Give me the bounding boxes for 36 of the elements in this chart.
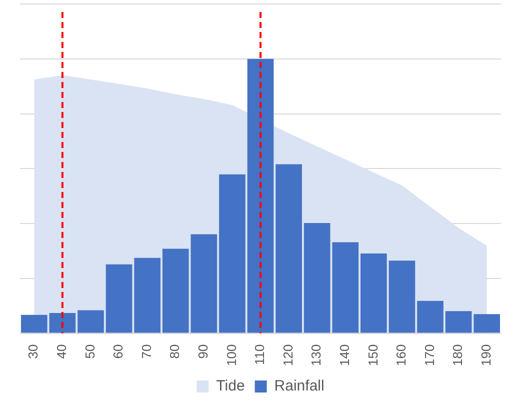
x-tick-label: 100 xyxy=(224,344,239,366)
bar xyxy=(417,300,444,333)
bar xyxy=(360,253,387,333)
x-tick-label: 30 xyxy=(26,344,41,359)
bar xyxy=(20,314,48,333)
bar xyxy=(49,313,76,333)
x-tick-label: 110 xyxy=(252,344,268,366)
x-tick-label: 40 xyxy=(54,344,70,359)
bar xyxy=(388,260,416,333)
bar xyxy=(106,264,132,333)
bar xyxy=(276,164,302,333)
x-tick-label: 90 xyxy=(195,344,210,359)
x-tick-label: 150 xyxy=(365,344,380,366)
bar xyxy=(134,258,160,333)
x-tick-label: 70 xyxy=(138,344,154,359)
bar xyxy=(332,242,359,333)
x-tick-label: 50 xyxy=(82,344,98,359)
bar xyxy=(445,311,472,333)
x-tick-label: 180 xyxy=(450,344,466,366)
x-tick-label: 170 xyxy=(422,344,437,366)
legend-label: Tide xyxy=(216,378,245,395)
bar xyxy=(78,310,104,333)
bar xyxy=(304,222,330,333)
bar xyxy=(190,234,218,333)
bar xyxy=(474,314,500,333)
x-tick-label: 140 xyxy=(336,344,352,366)
x-tick-label: 60 xyxy=(110,344,126,359)
x-tick-label: 120 xyxy=(280,344,296,366)
bar xyxy=(162,248,189,333)
legend-label: Rainfall xyxy=(274,378,324,395)
x-tick-label: 130 xyxy=(308,344,324,366)
bar xyxy=(219,174,246,333)
x-tick-label: 190 xyxy=(478,344,494,366)
x-tick-label: 160 xyxy=(394,344,409,366)
bar xyxy=(247,58,274,333)
x-tick-label: 80 xyxy=(167,344,182,359)
